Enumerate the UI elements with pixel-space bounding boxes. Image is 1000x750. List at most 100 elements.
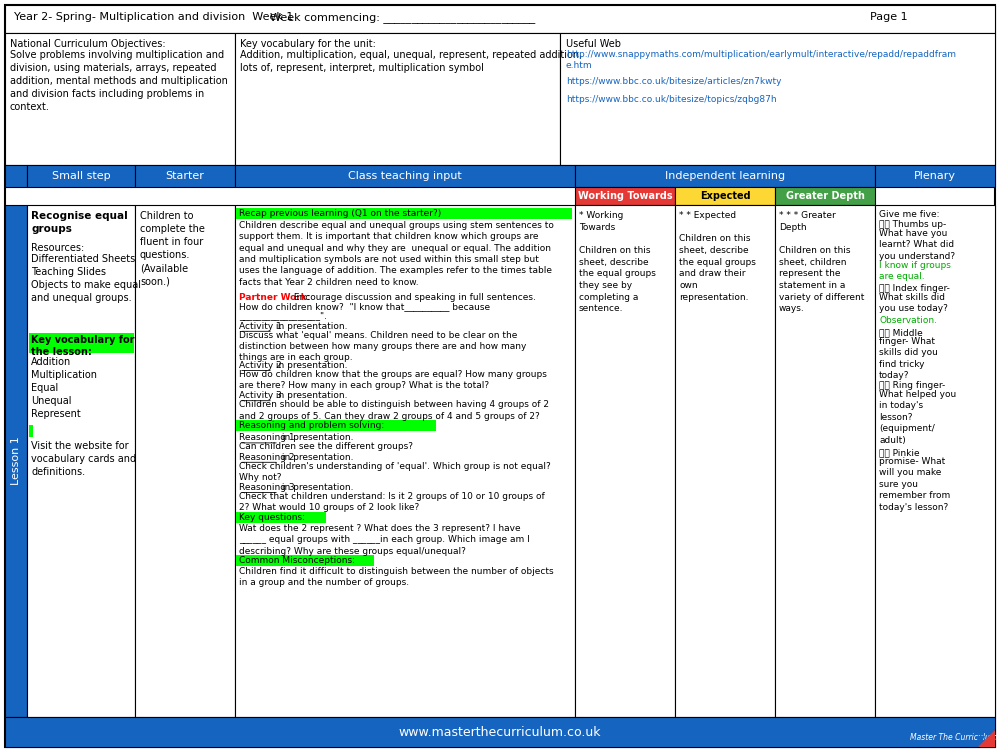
Bar bbox=[5, 717, 995, 747]
Text: Encourage discussion and speaking in full sentences.: Encourage discussion and speaking in ful… bbox=[291, 293, 536, 302]
Text: 👋🏽 Middle: 👋🏽 Middle bbox=[879, 328, 923, 337]
Bar bbox=[5, 205, 27, 717]
Bar bbox=[27, 165, 135, 187]
Text: Reasoning 1: Reasoning 1 bbox=[239, 433, 295, 442]
Text: Activity 2: Activity 2 bbox=[239, 361, 282, 370]
Bar bbox=[135, 205, 235, 717]
Text: Check that children understand: Is it 2 groups of 10 or 10 groups of
2? What wou: Check that children understand: Is it 2 … bbox=[239, 492, 545, 512]
Text: 👋🏽 Index finger-: 👋🏽 Index finger- bbox=[879, 284, 950, 293]
Text: Observation.: Observation. bbox=[879, 316, 937, 325]
Text: promise- What
will you make
sure you
remember from
today's lesson?: promise- What will you make sure you rem… bbox=[879, 457, 950, 512]
Text: https://www.bbc.co.uk/bitesize/articles/zn7kwty: https://www.bbc.co.uk/bitesize/articles/… bbox=[566, 77, 782, 86]
Bar bbox=[875, 205, 995, 717]
Text: * * Expected

Children on this
sheet, describe
the equal groups
and draw their
o: * * Expected Children on this sheet, des… bbox=[679, 211, 756, 302]
Text: Expected: Expected bbox=[700, 191, 750, 201]
Text: * Working
Towards

Children on this
sheet, describe
the equal groups
they see by: * Working Towards Children on this sheet… bbox=[579, 211, 656, 314]
Text: 👋🏽 Ring finger-: 👋🏽 Ring finger- bbox=[879, 381, 945, 390]
Text: Activity 1: Activity 1 bbox=[239, 322, 282, 331]
Bar bbox=[675, 187, 775, 205]
Text: __________________".: __________________". bbox=[239, 311, 327, 320]
Text: Key vocabulary for the unit:: Key vocabulary for the unit: bbox=[240, 39, 376, 49]
Text: Common Misconceptions:: Common Misconceptions: bbox=[239, 556, 355, 565]
Text: Working Towards: Working Towards bbox=[578, 191, 672, 201]
Bar bbox=[5, 165, 27, 187]
Polygon shape bbox=[978, 736, 985, 747]
Text: Wat does the 2 represent ? What does the 3 represent? I have
______ equal groups: Wat does the 2 represent ? What does the… bbox=[239, 524, 530, 556]
Text: Reasoning 3: Reasoning 3 bbox=[239, 483, 295, 492]
Text: in presentation.: in presentation. bbox=[273, 361, 348, 370]
Text: Master The Curriculum: Master The Curriculum bbox=[910, 733, 997, 742]
Text: finger- What
skills did you
find tricky
today?: finger- What skills did you find tricky … bbox=[879, 337, 938, 380]
Text: in presentation.: in presentation. bbox=[279, 433, 354, 442]
Text: Lesson 1: Lesson 1 bbox=[11, 436, 21, 485]
Text: Activity 3: Activity 3 bbox=[239, 391, 282, 400]
Text: Recognise equal
groups: Recognise equal groups bbox=[31, 211, 128, 234]
Text: https://www.bbc.co.uk/bitesize/topics/zqbg87h: https://www.bbc.co.uk/bitesize/topics/zq… bbox=[566, 95, 777, 104]
Text: Solve problems involving multiplication and
division, using materials, arrays, r: Solve problems involving multiplication … bbox=[10, 50, 228, 112]
Text: in presentation.: in presentation. bbox=[279, 483, 354, 492]
Text: http://www.snappymaths.com/multiplication/earlymult/interactive/repadd/repaddfra: http://www.snappymaths.com/multiplicatio… bbox=[566, 50, 956, 70]
Text: 👋🏽 Thumbs up-: 👋🏽 Thumbs up- bbox=[879, 220, 946, 229]
Bar bbox=[135, 165, 235, 187]
Bar bbox=[29, 425, 33, 437]
Text: Visit the website for
vocabulary cards and
definitions.: Visit the website for vocabulary cards a… bbox=[31, 441, 136, 477]
Bar bbox=[236, 512, 326, 523]
Bar bbox=[235, 205, 575, 717]
Text: How do children know?  "I know that__________ because: How do children know? "I know that______… bbox=[239, 302, 490, 311]
Text: Children should be able to distinguish between having 4 groups of 2
and 2 groups: Children should be able to distinguish b… bbox=[239, 400, 549, 421]
Text: in presentation.: in presentation. bbox=[273, 322, 348, 331]
Text: Resources:: Resources: bbox=[31, 243, 84, 253]
Text: Children describe equal and unequal groups using stem sentences to
support them.: Children describe equal and unequal grou… bbox=[239, 221, 554, 286]
Text: * * * Greater
Depth

Children on this
sheet, children
represent the
statement in: * * * Greater Depth Children on this she… bbox=[779, 211, 864, 314]
Text: in presentation.: in presentation. bbox=[273, 391, 348, 400]
Text: What have you
learnt? What did
you understand?: What have you learnt? What did you under… bbox=[879, 229, 955, 261]
Bar bbox=[5, 33, 235, 165]
Text: Page 1: Page 1 bbox=[870, 12, 908, 22]
Text: Plenary: Plenary bbox=[914, 171, 956, 181]
Text: Children to
complete the
fluent in four
questions.
(Available
soon.): Children to complete the fluent in four … bbox=[140, 211, 205, 286]
Text: Key vocabulary for
the lesson:: Key vocabulary for the lesson: bbox=[31, 335, 134, 358]
Text: Give me five:: Give me five: bbox=[879, 210, 940, 219]
Text: Key questions:: Key questions: bbox=[239, 513, 305, 522]
Text: 👋🏽 Pinkie: 👋🏽 Pinkie bbox=[879, 448, 920, 457]
Text: I know if groups
are equal.: I know if groups are equal. bbox=[879, 261, 951, 281]
Text: Children find it difficult to distinguish between the number of objects
in a gro: Children find it difficult to distinguis… bbox=[239, 567, 554, 587]
Text: Class teaching input: Class teaching input bbox=[348, 171, 462, 181]
Text: Addition, multiplication, equal, unequal, represent, repeated addition,
lots of,: Addition, multiplication, equal, unequal… bbox=[240, 50, 582, 73]
Text: What skills did
you use today?: What skills did you use today? bbox=[879, 293, 948, 314]
Text: Independent learning: Independent learning bbox=[665, 171, 785, 181]
Bar bbox=[236, 555, 374, 566]
Bar bbox=[236, 208, 572, 219]
Text: How do children know that the groups are equal? How many groups
are there? How m: How do children know that the groups are… bbox=[239, 370, 547, 390]
Bar bbox=[27, 205, 135, 717]
Bar bbox=[675, 205, 775, 717]
Bar bbox=[29, 333, 134, 353]
Text: in presentation.: in presentation. bbox=[279, 452, 354, 461]
Text: Check children's understanding of 'equal'. Which group is not equal?
Why not?: Check children's understanding of 'equal… bbox=[239, 462, 551, 482]
Text: Discuss what 'equal' means. Children need to be clear on the
distinction between: Discuss what 'equal' means. Children nee… bbox=[239, 331, 526, 362]
Text: Addition
Multiplication
Equal
Unequal
Represent: Addition Multiplication Equal Unequal Re… bbox=[31, 357, 97, 419]
Text: Recap previous learning (Q1 on the starter?): Recap previous learning (Q1 on the start… bbox=[239, 209, 441, 218]
Text: Partner Work:: Partner Work: bbox=[239, 293, 310, 302]
Text: Reasoning and problem solving:: Reasoning and problem solving: bbox=[239, 422, 384, 430]
Text: Year 2- Spring- Multiplication and division  Week 1: Year 2- Spring- Multiplication and divis… bbox=[14, 12, 293, 22]
Bar bbox=[575, 205, 675, 717]
Bar bbox=[575, 165, 875, 187]
Text: Greater Depth: Greater Depth bbox=[786, 191, 864, 201]
Text: Starter: Starter bbox=[166, 171, 204, 181]
Bar bbox=[775, 187, 875, 205]
Text: Reasoning 2: Reasoning 2 bbox=[239, 452, 294, 461]
Polygon shape bbox=[978, 730, 995, 747]
Bar bbox=[5, 5, 995, 33]
Text: Differentiated Sheets
Teaching Slides
Objects to make equal
and unequal groups.: Differentiated Sheets Teaching Slides Ob… bbox=[31, 254, 141, 303]
Text: www.masterthecurriculum.co.uk: www.masterthecurriculum.co.uk bbox=[399, 726, 601, 739]
Bar bbox=[235, 33, 560, 165]
Text: Can children see the different groups?: Can children see the different groups? bbox=[239, 442, 413, 452]
Bar bbox=[575, 187, 675, 205]
Bar bbox=[775, 205, 875, 717]
Bar bbox=[235, 165, 575, 187]
Bar bbox=[236, 420, 436, 431]
Text: National Curriculum Objectives:: National Curriculum Objectives: bbox=[10, 39, 166, 49]
Bar bbox=[875, 165, 995, 187]
Text: What helped you
in today's
lesson?
(equipment/
adult): What helped you in today's lesson? (equi… bbox=[879, 390, 956, 445]
